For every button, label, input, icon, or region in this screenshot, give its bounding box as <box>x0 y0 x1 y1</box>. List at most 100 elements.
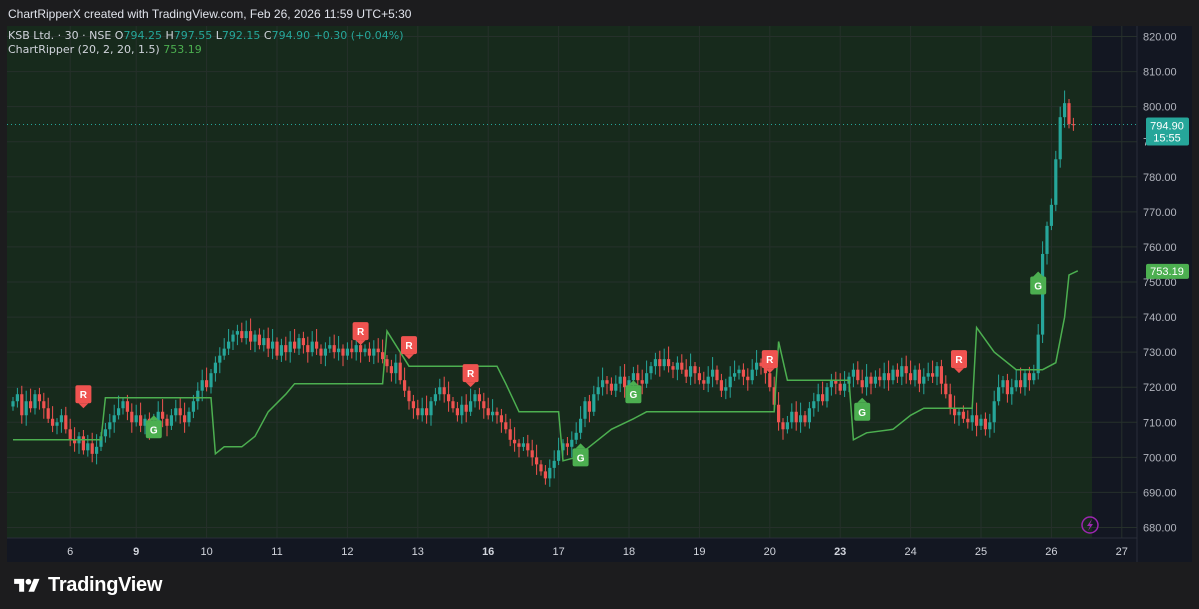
candle-body <box>570 439 574 447</box>
candle-body <box>543 471 547 479</box>
candle-body <box>816 394 820 402</box>
price-axis-label: 710.00 <box>1143 417 1177 429</box>
candle-body <box>623 376 627 388</box>
candle-body <box>257 334 261 346</box>
price-legend-row[interactable]: KSB Ltd. · 30 · NSE O794.25 H797.55 L792… <box>8 29 404 43</box>
candle-body <box>460 404 464 416</box>
candle-body <box>235 331 239 335</box>
time-axis-label: 27 <box>1116 546 1128 558</box>
candle-body <box>323 348 327 356</box>
candle-body <box>73 439 77 444</box>
candle-body <box>42 401 46 409</box>
candle-body <box>821 394 825 402</box>
candle-body <box>785 422 789 430</box>
candle-body <box>838 383 842 391</box>
candle-body <box>341 348 345 356</box>
candle-body <box>376 348 380 353</box>
candle-body <box>601 380 605 388</box>
open-label: O <box>114 29 124 42</box>
candle-body <box>262 338 266 346</box>
candle-body <box>939 366 943 384</box>
candle-body <box>574 432 578 440</box>
indicator-value-tag[interactable]: 753.19 <box>1146 263 1189 279</box>
candle-body <box>469 401 473 412</box>
candle-body <box>64 415 68 430</box>
price-axis-label: 770.00 <box>1143 207 1177 219</box>
candle-body <box>95 446 99 454</box>
symbol-label: KSB Ltd. · 30 · NSE <box>8 29 112 42</box>
candle-body <box>139 415 143 426</box>
signal-r-marker[interactable]: R <box>951 350 967 374</box>
candle-body <box>288 341 292 353</box>
candle-body <box>640 380 644 384</box>
candle-body <box>244 331 248 339</box>
candle-body <box>332 345 336 353</box>
tradingview-brand[interactable]: TradingView <box>12 574 162 597</box>
candle-body <box>103 429 107 437</box>
signal-label: R <box>405 341 413 352</box>
candle-body <box>548 467 552 479</box>
candle-body <box>15 394 19 402</box>
signal-g-marker[interactable]: G <box>625 380 642 404</box>
candle-body <box>587 401 591 412</box>
candle-body <box>746 376 750 381</box>
candle-body <box>636 373 640 381</box>
candle-body <box>680 362 684 370</box>
candle-body <box>477 394 481 402</box>
candle-body <box>253 334 257 342</box>
candle-body <box>20 394 24 416</box>
price-axis-label: 730.00 <box>1143 347 1177 359</box>
signal-g-marker[interactable]: G <box>145 415 162 439</box>
signal-r-marker[interactable]: R <box>352 322 369 346</box>
price-axis-label: 760.00 <box>1143 242 1177 254</box>
chart-frame[interactable]: R G R R R G G R G R G 680.00 690.00 700.00 710.00 720.0… <box>7 26 1192 562</box>
candle-body <box>213 362 217 374</box>
candle-body <box>592 394 596 412</box>
candle-body <box>878 376 882 381</box>
signal-label: R <box>357 327 365 338</box>
signal-g-marker[interactable]: G <box>572 443 589 467</box>
price-axis-background <box>1137 26 1192 538</box>
indicator-legend-row[interactable]: ChartRipper (20, 2, 20, 1.5) 753.19 <box>8 43 404 57</box>
candle-body <box>350 348 354 353</box>
candle-body <box>944 383 948 395</box>
signal-g-marker[interactable]: G <box>854 397 871 421</box>
signal-label: R <box>467 369 475 380</box>
candle-body <box>843 383 847 391</box>
candle-body <box>1014 380 1018 388</box>
candle-body <box>653 359 657 367</box>
candle-body <box>187 411 191 423</box>
candle-body <box>407 390 411 402</box>
lightning-icon[interactable] <box>1081 516 1099 534</box>
candle-body <box>411 401 415 409</box>
signal-r-marker[interactable]: R <box>75 385 92 409</box>
candle-body <box>869 376 873 384</box>
candle-body <box>306 345 310 353</box>
candle-body <box>517 443 521 447</box>
price-chart[interactable]: R G R R R G G R G R G 680.00 690.00 700.00 710.00 720.0… <box>7 26 1192 562</box>
price-axis-label: 720.00 <box>1143 382 1177 394</box>
candle-body <box>627 380 631 388</box>
candle-body <box>385 359 389 367</box>
candle-body <box>997 387 1001 402</box>
candle-body <box>161 411 165 419</box>
candle-body <box>988 422 992 430</box>
candle-body <box>191 401 195 412</box>
candle-body <box>865 376 869 388</box>
candle-body <box>495 411 499 416</box>
candle-body <box>447 394 451 402</box>
candle-body <box>367 348 371 356</box>
signal-r-marker[interactable]: R <box>401 336 417 360</box>
signal-r-marker[interactable]: R <box>462 364 479 388</box>
candle-body <box>86 443 90 451</box>
signal-g-marker[interactable]: G <box>1030 271 1047 295</box>
close-value: 794.90 <box>271 29 311 42</box>
candle-body <box>1067 103 1071 125</box>
signal-r-marker[interactable]: R <box>761 350 778 374</box>
candle-body <box>37 394 41 402</box>
candle-body <box>895 369 899 377</box>
candle-body <box>205 380 209 388</box>
candle-body <box>917 369 921 384</box>
candle-body <box>790 411 794 423</box>
